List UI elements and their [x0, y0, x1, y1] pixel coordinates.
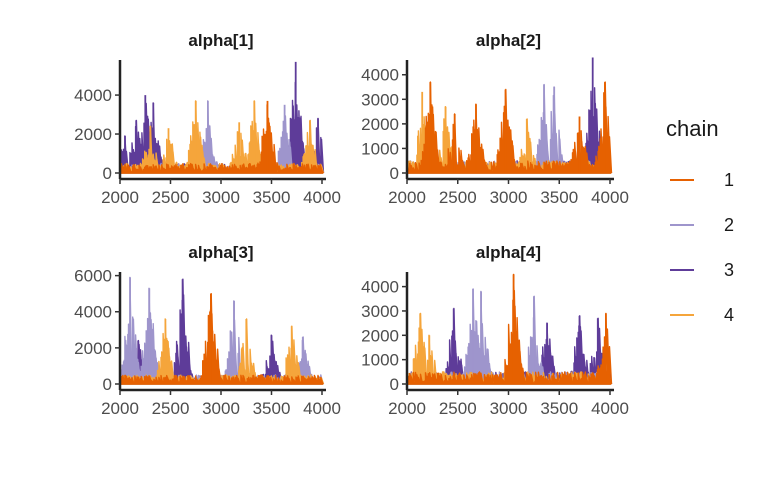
y-tick-label: 2000 — [74, 125, 112, 144]
y-tick-label: 6000 — [74, 267, 112, 286]
x-tick-label: 2000 — [388, 188, 426, 207]
y-tick-label: 0 — [103, 375, 112, 394]
x-tick-label: 3000 — [202, 399, 240, 418]
legend-label: 4 — [724, 305, 734, 325]
y-tick-label: 2000 — [361, 326, 399, 345]
y-tick-label: 4000 — [74, 303, 112, 322]
x-tick-label: 2000 — [101, 399, 139, 418]
panel-title: alpha[3] — [188, 243, 253, 262]
legend-title: chain — [666, 116, 719, 141]
series-line-chain-1 — [406, 81, 613, 174]
y-tick-label: 2000 — [361, 115, 399, 134]
series-line-chain-1 — [119, 293, 324, 385]
x-tick-label: 2500 — [439, 188, 477, 207]
y-tick-label: 2000 — [74, 339, 112, 358]
legend-item-chain-3: 3 — [670, 260, 734, 280]
x-tick-label: 3000 — [490, 399, 528, 418]
series-line-chain-1 — [119, 104, 325, 174]
legend-label: 3 — [724, 260, 734, 280]
legend-item-chain-1: 1 — [670, 170, 734, 190]
y-tick-label: 1000 — [361, 139, 399, 158]
y-tick-label: 0 — [103, 164, 112, 183]
x-tick-label: 4000 — [591, 188, 629, 207]
y-tick-label: 1000 — [361, 351, 399, 370]
y-tick-label: 3000 — [361, 302, 399, 321]
y-tick-label: 0 — [390, 164, 399, 183]
x-tick-label: 2500 — [439, 399, 477, 418]
x-tick-label: 4000 — [303, 188, 341, 207]
panel-title: alpha[2] — [476, 31, 541, 50]
x-tick-label: 3500 — [253, 188, 291, 207]
legend-label: 1 — [724, 170, 734, 190]
y-tick-label: 4000 — [74, 86, 112, 105]
y-tick-label: 3000 — [361, 90, 399, 109]
x-tick-label: 3500 — [540, 188, 578, 207]
y-tick-label: 0 — [390, 375, 399, 394]
legend-label: 2 — [724, 215, 734, 235]
panel-2: alpha[2] 2000 2500 3000 3500 4000 0 1000 2000 300… — [361, 31, 629, 207]
x-tick-label: 3000 — [490, 188, 528, 207]
x-tick-label: 2500 — [152, 399, 190, 418]
x-tick-label: 4000 — [591, 399, 629, 418]
panel-4: alpha[4] 2000 2500 3000 3500 4000 0 1000 2000 300… — [361, 243, 629, 418]
y-tick-label: 4000 — [361, 278, 399, 297]
legend: chain 1 2 3 4 — [666, 116, 734, 325]
x-tick-label: 2000 — [388, 399, 426, 418]
x-tick-label: 3000 — [202, 188, 240, 207]
x-tick-label: 2500 — [152, 188, 190, 207]
legend-item-chain-4: 4 — [670, 305, 734, 325]
x-tick-label: 3500 — [540, 399, 578, 418]
panel-1: alpha[1] 2000 2500 3000 3500 4000 0 2000 4000 — [74, 31, 341, 207]
panel-3: alpha[3] 2000 2500 3000 3500 4000 0 2000 4000 600… — [74, 243, 341, 418]
legend-item-chain-2: 2 — [670, 215, 734, 235]
x-tick-label: 4000 — [303, 399, 341, 418]
x-tick-label: 3500 — [253, 399, 291, 418]
x-tick-label: 2000 — [101, 188, 139, 207]
y-tick-label: 4000 — [361, 66, 399, 85]
series-line-chain-1 — [406, 273, 613, 385]
panel-title: alpha[1] — [188, 31, 253, 50]
panel-title: alpha[4] — [476, 243, 541, 262]
